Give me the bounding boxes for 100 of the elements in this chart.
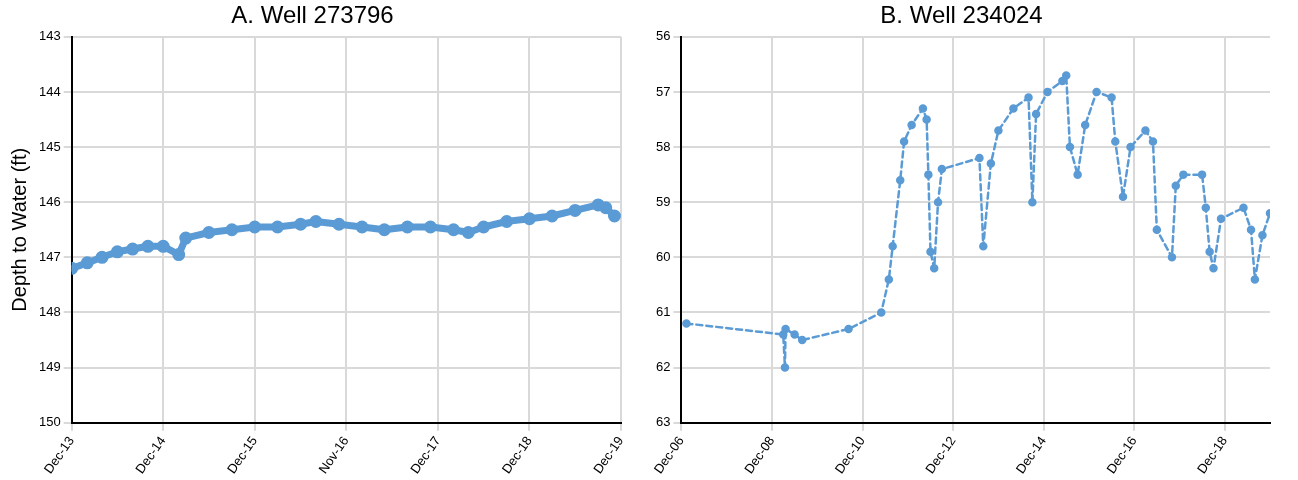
point	[477, 220, 491, 234]
point	[423, 220, 437, 234]
point	[975, 153, 984, 163]
point	[1058, 76, 1067, 86]
point	[1065, 142, 1075, 152]
point	[500, 214, 514, 228]
point	[1024, 93, 1033, 102]
point	[172, 248, 186, 262]
y-tick-label: 58	[655, 138, 671, 154]
point	[1152, 225, 1162, 235]
point	[141, 239, 155, 253]
point	[591, 198, 605, 212]
point	[1141, 126, 1150, 135]
point	[895, 175, 905, 185]
point	[1148, 137, 1158, 146]
point	[1043, 87, 1052, 97]
point	[844, 324, 853, 334]
point	[926, 247, 935, 257]
y-tick-label: 61	[655, 304, 671, 320]
y-tick-label: 57	[655, 83, 671, 99]
point	[682, 319, 691, 328]
point	[332, 217, 346, 231]
point	[899, 137, 909, 146]
point	[888, 242, 897, 251]
point	[95, 250, 109, 264]
y-tick-label: 145	[38, 138, 61, 154]
y-tick-label: 59	[655, 193, 671, 209]
point	[110, 245, 124, 259]
point	[937, 164, 947, 174]
point	[1009, 104, 1018, 113]
point	[202, 226, 216, 240]
y-axis-title: Depth to Water (ft)	[7, 147, 30, 312]
point	[1197, 170, 1207, 179]
point	[1092, 87, 1101, 97]
point	[918, 104, 928, 113]
point	[377, 223, 391, 237]
y-tick-label: 63	[655, 414, 671, 430]
point	[790, 330, 799, 339]
y-tick-label: 150	[38, 414, 61, 430]
point	[400, 220, 414, 234]
point	[1061, 71, 1071, 80]
point	[568, 203, 582, 217]
point	[924, 170, 933, 179]
point	[522, 212, 536, 226]
point	[929, 264, 939, 273]
point	[1179, 170, 1188, 179]
point	[355, 220, 369, 234]
y-tick-label: 149	[38, 359, 61, 375]
point	[780, 363, 790, 372]
point	[1209, 264, 1218, 273]
point	[1073, 170, 1082, 179]
point	[447, 223, 461, 237]
point	[80, 256, 94, 270]
point	[907, 120, 916, 130]
point	[877, 308, 886, 317]
point	[225, 223, 239, 237]
point	[1258, 231, 1267, 240]
chart-title: B. Well 234024	[880, 1, 1043, 29]
point	[1216, 214, 1226, 223]
point	[1246, 225, 1256, 235]
y-tick-label: 148	[38, 304, 61, 320]
point	[994, 126, 1003, 135]
point	[156, 239, 170, 253]
point	[1167, 253, 1177, 262]
point	[922, 115, 931, 124]
point	[271, 220, 285, 234]
point	[933, 197, 943, 207]
point	[1201, 203, 1211, 212]
y-tick-label: 147	[38, 248, 61, 264]
point	[599, 201, 613, 215]
point	[1031, 109, 1041, 119]
point	[309, 214, 323, 228]
point	[1250, 275, 1260, 284]
point	[1126, 142, 1135, 152]
point	[1028, 197, 1037, 207]
point	[1111, 137, 1120, 146]
point	[797, 335, 807, 345]
point	[884, 275, 894, 284]
point	[1205, 247, 1214, 257]
point	[986, 159, 996, 168]
point	[461, 226, 475, 240]
chart-title: A. Well 273796	[231, 1, 394, 29]
point	[126, 242, 140, 256]
y-tick-label: 60	[655, 248, 671, 264]
point	[1080, 120, 1090, 130]
point	[979, 242, 988, 251]
y-tick-label: 62	[655, 359, 671, 375]
point	[545, 209, 559, 223]
point	[179, 231, 193, 245]
point	[1171, 181, 1181, 190]
point	[1239, 203, 1248, 212]
y-tick-label: 56	[655, 28, 671, 44]
y-tick-label: 146	[38, 193, 61, 209]
point	[781, 324, 790, 334]
y-tick-label: 144	[38, 83, 61, 99]
y-tick-label: 143	[38, 28, 61, 44]
point	[607, 209, 621, 223]
point	[248, 220, 262, 234]
point	[1107, 93, 1116, 102]
point	[294, 217, 308, 231]
